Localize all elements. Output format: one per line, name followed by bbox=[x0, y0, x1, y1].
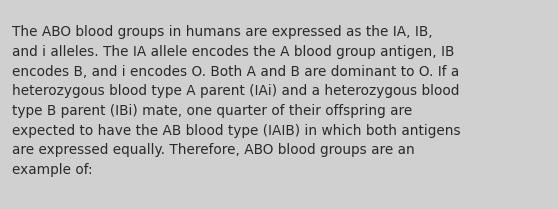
Text: The ABO blood groups in humans are expressed as the IA, IB,
and i alleles. The I: The ABO blood groups in humans are expre… bbox=[12, 25, 461, 177]
